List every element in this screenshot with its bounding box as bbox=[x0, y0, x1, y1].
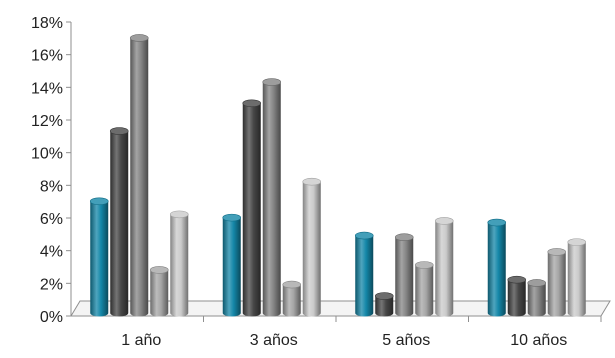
y-tick-label: 12% bbox=[31, 113, 63, 130]
bar-body bbox=[527, 282, 546, 317]
bar bbox=[567, 238, 587, 317]
x-tick-label: 1 año bbox=[121, 332, 161, 349]
y-axis: 0% 2% 4% 6% 8% 10% 12% 14% 16% 18% bbox=[31, 15, 602, 326]
bar-body bbox=[110, 131, 129, 317]
bar bbox=[487, 218, 507, 317]
bar bbox=[354, 231, 374, 317]
bar-top bbox=[507, 275, 527, 284]
y-tick-label: 4% bbox=[40, 244, 63, 261]
bar-top bbox=[89, 197, 109, 206]
y-tick-label: 16% bbox=[31, 48, 63, 65]
y-tick-label: 0% bbox=[40, 309, 63, 326]
bar-top bbox=[527, 279, 547, 287]
bar bbox=[547, 248, 567, 317]
bar-top bbox=[374, 292, 394, 300]
bar-body bbox=[242, 103, 261, 317]
bar-top bbox=[487, 218, 507, 227]
bar bbox=[394, 233, 414, 317]
bar bbox=[507, 275, 527, 317]
bar-top bbox=[414, 261, 434, 269]
bar-top bbox=[129, 34, 149, 42]
bar-body bbox=[355, 235, 374, 317]
bar-top bbox=[262, 78, 282, 86]
bar bbox=[414, 261, 434, 317]
bar-body bbox=[507, 279, 526, 317]
bar-body bbox=[567, 242, 586, 317]
bar bbox=[129, 34, 149, 317]
bar bbox=[302, 177, 322, 317]
x-axis-labels: 1 año 3 años 5 años 10 años bbox=[121, 332, 567, 349]
bar bbox=[149, 266, 169, 317]
y-tick-label: 14% bbox=[31, 80, 63, 97]
bar-top bbox=[434, 217, 454, 225]
y-tick-label: 18% bbox=[31, 15, 63, 32]
bar-body bbox=[262, 82, 281, 317]
bar-body bbox=[170, 214, 189, 317]
y-tick-label: 6% bbox=[40, 211, 63, 228]
bar-body bbox=[375, 296, 394, 317]
y-tick-label: 2% bbox=[40, 276, 63, 293]
x-tick-label: 5 años bbox=[382, 332, 430, 349]
bar-top bbox=[354, 231, 374, 240]
bar-top bbox=[149, 266, 169, 274]
bar-top bbox=[282, 280, 302, 289]
bar bbox=[262, 78, 282, 317]
bar-top bbox=[222, 213, 242, 222]
bar bbox=[527, 279, 547, 317]
bar-body bbox=[487, 222, 506, 317]
bar-body bbox=[547, 251, 566, 317]
bar bbox=[169, 210, 189, 317]
bar bbox=[89, 197, 109, 317]
bar-body bbox=[282, 284, 301, 317]
bar bbox=[109, 127, 129, 317]
bar-body bbox=[90, 201, 109, 317]
bar-top bbox=[169, 210, 189, 219]
y-tick-label: 8% bbox=[40, 178, 63, 195]
bar-top bbox=[394, 233, 414, 242]
bar-top bbox=[302, 177, 322, 186]
bar-body bbox=[415, 265, 434, 317]
y-tick-label: 10% bbox=[31, 146, 63, 163]
bar-top bbox=[567, 238, 587, 246]
bar-body bbox=[435, 220, 454, 317]
bar-body bbox=[150, 269, 169, 317]
x-tick-label: 3 años bbox=[250, 332, 298, 349]
bar-body bbox=[395, 237, 414, 317]
bar-top bbox=[242, 99, 262, 108]
bar-top bbox=[547, 248, 567, 256]
bar-body bbox=[302, 181, 321, 317]
bar-top bbox=[109, 127, 129, 135]
bar-body bbox=[130, 37, 149, 317]
bar bbox=[434, 217, 454, 317]
bar bbox=[374, 292, 394, 317]
bar-body bbox=[222, 217, 241, 317]
bar bbox=[222, 213, 242, 317]
x-tick-label: 10 años bbox=[510, 332, 567, 349]
bar bbox=[242, 99, 262, 317]
bars-layer bbox=[89, 34, 587, 317]
bar bbox=[282, 280, 302, 317]
